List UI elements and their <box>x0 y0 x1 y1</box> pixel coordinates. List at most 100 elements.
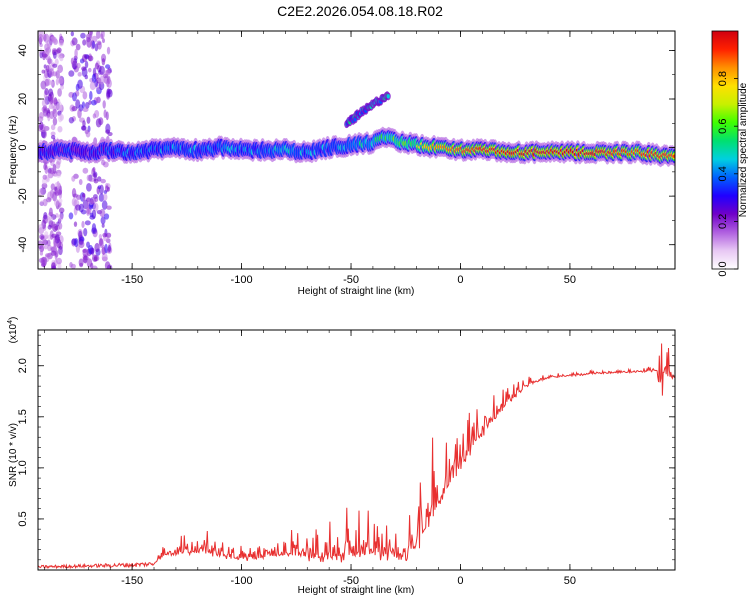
heat-cell <box>48 104 54 110</box>
heat-cell <box>71 175 76 182</box>
colorbar-frame <box>711 30 739 270</box>
heat-cell <box>83 255 89 261</box>
heat-cell <box>82 248 89 258</box>
heat-cell <box>101 200 108 210</box>
spectrogram-y-ticks: -40 -20 0 20 40 <box>17 44 675 270</box>
x-tick-label: 50 <box>564 274 576 286</box>
heat-cell <box>55 78 59 86</box>
heat-cell <box>80 209 87 215</box>
heat-cell <box>86 258 93 268</box>
heat-cell <box>47 112 51 122</box>
heat-cell <box>98 234 103 240</box>
snr-x-ticks: -150 -100 -50 0 50 <box>44 330 658 587</box>
heat-cell <box>104 243 108 254</box>
heat-cell <box>45 64 50 73</box>
heat-cell <box>58 114 63 123</box>
heat-cell <box>51 233 57 238</box>
heat-cell <box>58 222 63 230</box>
heat-cell <box>86 208 90 215</box>
snr-plot-area <box>38 330 675 570</box>
snr-y-ticks: 0.5 1.0 1.5 2.0 <box>17 334 675 571</box>
heat-cell <box>55 103 60 111</box>
heat-cell <box>103 193 108 201</box>
spectrogram-x-axis-label: Height of straight line (km) <box>298 286 415 297</box>
heat-cell <box>82 107 89 112</box>
colorbar-tick-label: 0.8 <box>717 71 729 86</box>
heat-cell <box>74 48 78 59</box>
spectrogram-frame <box>37 30 676 270</box>
heat-cell <box>72 92 77 102</box>
heat-cell <box>89 212 94 218</box>
heat-cell <box>58 245 63 256</box>
snr-x-axis-label: Height of straight line (km) <box>298 585 415 596</box>
heat-cell <box>57 125 63 133</box>
heat-cell <box>77 79 83 90</box>
heat-cell <box>48 207 53 217</box>
heat-cell <box>57 75 63 80</box>
heat-cell <box>87 67 92 73</box>
heat-cell <box>60 84 64 90</box>
heat-cell <box>80 125 87 131</box>
heat-cell <box>50 221 56 229</box>
heat-cell <box>100 178 106 184</box>
heat-cell <box>92 202 99 212</box>
heat-cell <box>74 237 79 248</box>
heat-cell <box>82 39 87 46</box>
heat-cell <box>38 33 44 43</box>
snr-multiplier-exponent: 4 <box>7 320 14 324</box>
heat-cell <box>40 256 46 267</box>
heat-cell <box>84 60 89 69</box>
heat-cell <box>98 193 105 202</box>
spectrogram-x-ticks: -150 -100 -50 0 50 <box>44 31 658 286</box>
heat-cell <box>50 134 56 140</box>
heat-cell <box>52 117 58 126</box>
heat-cell <box>78 179 83 185</box>
heat-cell <box>41 69 46 74</box>
heat-cell <box>104 261 111 269</box>
heat-cell <box>90 99 97 106</box>
snr-multiplier-base: (x10 <box>8 323 19 343</box>
heat-cell <box>39 250 44 256</box>
y-tick-label: -40 <box>17 237 29 253</box>
heat-cell <box>75 194 82 200</box>
heat-cell <box>50 131 56 136</box>
heat-cell <box>71 197 77 207</box>
heat-cell <box>51 71 58 77</box>
heat-cell <box>80 32 86 39</box>
heat-cell <box>47 55 51 65</box>
colorbar-tick-label: 0.2 <box>717 214 729 229</box>
x-tick-label: -150 <box>121 575 143 587</box>
heat-cell <box>71 37 78 46</box>
heat-cell <box>44 88 49 96</box>
y-tick-label: 0.5 <box>17 511 29 526</box>
heat-cell <box>42 174 47 180</box>
heat-cell <box>101 38 105 44</box>
heat-cell <box>77 72 82 77</box>
heat-cell <box>70 263 76 269</box>
heat-cell <box>38 224 43 231</box>
heat-cell <box>54 198 60 207</box>
heat-cell <box>52 108 58 119</box>
heat-cell <box>49 80 54 86</box>
heat-cell <box>105 129 111 134</box>
heat-cell <box>43 211 48 220</box>
heat-cell <box>82 167 89 174</box>
colorbar-tick-label: 0.4 <box>717 166 729 181</box>
x-tick-label: 50 <box>564 575 576 587</box>
heat-cell <box>54 58 59 66</box>
heat-cell <box>46 197 52 203</box>
x-tick-label: -100 <box>231 575 253 587</box>
heat-cell <box>107 244 112 253</box>
heat-cell <box>96 31 101 39</box>
y-tick-label: 2.0 <box>17 358 29 373</box>
heat-cell <box>106 88 111 99</box>
heat-cell <box>81 101 86 109</box>
heat-cell <box>94 242 100 253</box>
heat-cell <box>99 208 106 218</box>
heat-cell <box>46 39 52 49</box>
heat-cell <box>85 130 91 138</box>
heat-cell <box>68 70 75 77</box>
heat-cell <box>70 31 74 37</box>
heat-cell <box>102 232 108 238</box>
